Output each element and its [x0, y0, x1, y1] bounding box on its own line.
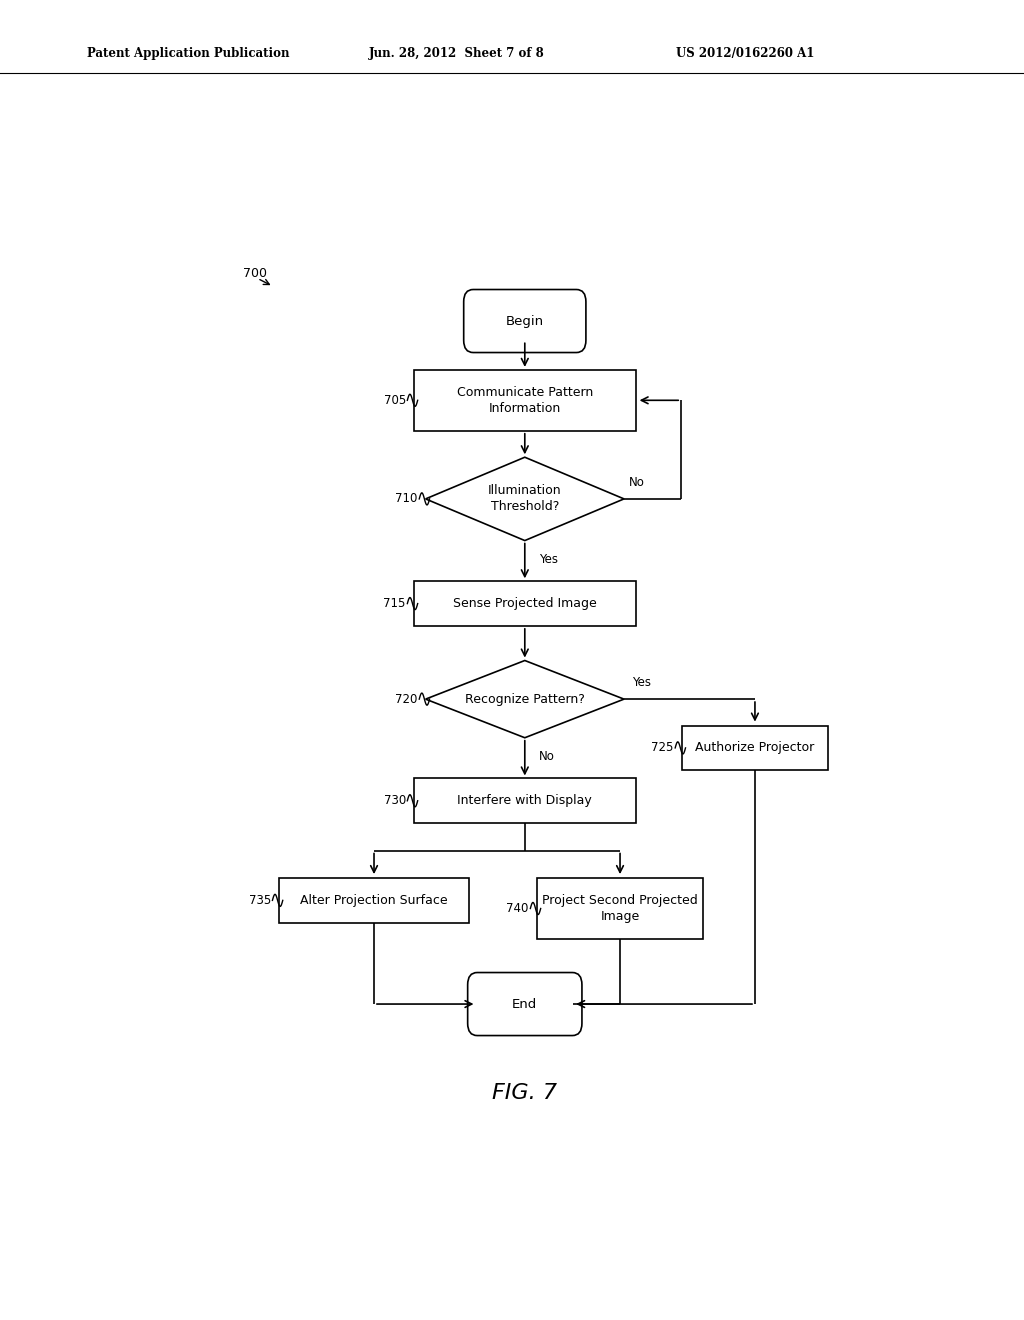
Text: No: No: [539, 750, 555, 763]
Text: Sense Projected Image: Sense Projected Image: [453, 597, 597, 610]
Text: 720: 720: [395, 693, 418, 706]
Polygon shape: [426, 660, 624, 738]
Text: 710: 710: [395, 492, 418, 506]
Bar: [414, 581, 636, 626]
Text: 740: 740: [507, 902, 528, 915]
Bar: [537, 878, 703, 939]
Text: Yes: Yes: [539, 553, 558, 566]
Text: 725: 725: [651, 742, 674, 755]
Bar: [682, 726, 828, 771]
Text: Begin: Begin: [506, 314, 544, 327]
Text: FIG. 7: FIG. 7: [493, 1084, 557, 1104]
Text: Interfere with Display: Interfere with Display: [458, 795, 592, 808]
Text: 700: 700: [243, 267, 267, 280]
Text: 715: 715: [383, 597, 406, 610]
Polygon shape: [426, 457, 624, 541]
FancyBboxPatch shape: [468, 973, 582, 1036]
Bar: [279, 878, 469, 923]
Text: Recognize Pattern?: Recognize Pattern?: [465, 693, 585, 706]
Text: End: End: [512, 998, 538, 1011]
Text: Illumination
Threshold?: Illumination Threshold?: [488, 484, 561, 513]
Text: Yes: Yes: [632, 676, 651, 689]
Text: Alter Projection Surface: Alter Projection Surface: [300, 894, 447, 907]
Text: Authorize Projector: Authorize Projector: [695, 742, 814, 755]
Text: 705: 705: [384, 393, 406, 407]
Text: 730: 730: [384, 795, 406, 808]
Bar: [414, 370, 636, 430]
Text: US 2012/0162260 A1: US 2012/0162260 A1: [676, 46, 814, 59]
Bar: [414, 779, 636, 824]
Text: 735: 735: [249, 894, 270, 907]
Text: Project Second Projected
Image: Project Second Projected Image: [542, 894, 698, 923]
Text: Jun. 28, 2012  Sheet 7 of 8: Jun. 28, 2012 Sheet 7 of 8: [369, 46, 545, 59]
FancyBboxPatch shape: [464, 289, 586, 352]
Text: Communicate Pattern
Information: Communicate Pattern Information: [457, 385, 593, 414]
Text: No: No: [629, 475, 645, 488]
Text: Patent Application Publication: Patent Application Publication: [87, 46, 290, 59]
